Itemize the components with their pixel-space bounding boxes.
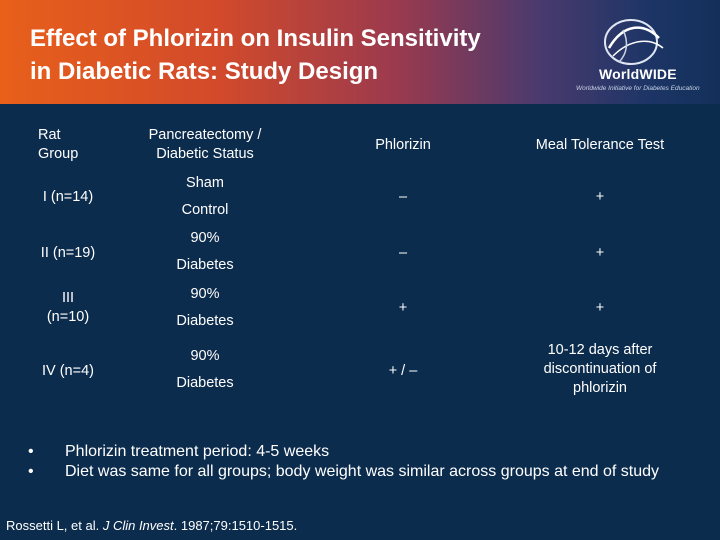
table-row-3-group: III (n=10)	[46, 290, 90, 325]
citation-details: . 1987;79:1510-1515.	[173, 518, 298, 533]
citation-journal: J Clin Invest	[102, 518, 174, 533]
table-row-4-status-bottom: Diabetes	[176, 375, 234, 391]
notes-list: • Phlorizin treatment period: 4-5 weeks …	[28, 442, 708, 482]
list-item: • Phlorizin treatment period: 4-5 weeks	[28, 442, 708, 462]
table-row-4-phlorizin: + / –	[388, 363, 418, 379]
bullet-marker: •	[28, 463, 34, 480]
table-row-1-meal: +	[595, 189, 605, 205]
slide-title: Effect of Phlorizin on Insulin Sensitivi…	[30, 22, 570, 88]
table-row-3-status-bottom: Diabetes	[176, 313, 234, 329]
logo-wordmark: WorldWIDE	[599, 66, 677, 82]
table-row-4-meal: 10-12 days after discontinuation of phlo…	[543, 342, 657, 396]
header-phlorizin: Phlorizin	[375, 137, 431, 153]
list-item: • Diet was same for all groups; body wei…	[28, 462, 708, 482]
table-row-2-status-top: 90%	[190, 230, 220, 246]
table-row-1-group: I (n=14)	[42, 189, 94, 205]
table-row-3-phlorizin: +	[398, 300, 408, 316]
slide-header: Effect of Phlorizin on Insulin Sensitivi…	[0, 0, 720, 104]
table-row-2-meal: +	[595, 245, 605, 261]
list-item-text: Diet was same for all groups; body weigh…	[65, 463, 660, 480]
globe-swirl-icon	[604, 19, 664, 65]
table-row-1-status-bottom: Control	[181, 202, 229, 218]
table-row-4-status-top: 90%	[190, 348, 220, 364]
header-meal-tolerance-test: Meal Tolerance Test	[535, 137, 665, 153]
list-item-text: Phlorizin treatment period: 4-5 weeks	[65, 443, 330, 460]
table-row-2-status-bottom: Diabetes	[176, 257, 234, 273]
table-row-4-group: IV (n=4)	[42, 363, 94, 379]
citation-authors: Rossetti L, et al.	[6, 518, 103, 533]
title-line-2: in Diabetic Rats: Study Design	[30, 58, 379, 85]
bullet-marker: •	[28, 443, 34, 460]
title-line-1: Effect of Phlorizin on Insulin Sensitivi…	[30, 25, 481, 52]
header-rat-group: Rat Group	[38, 127, 79, 162]
table-row-1-phlorizin: –	[398, 189, 408, 205]
table-row-3-meal: +	[595, 300, 605, 316]
table-row-1-status-top: Sham	[186, 175, 224, 191]
study-design-table: Rat Group Pancreatectomy / Diabetic Stat…	[0, 104, 720, 404]
header-diabetic-status: Pancreatectomy / Diabetic Status	[148, 127, 262, 162]
worldwide-logo: WorldWIDE Worldwide Initiative for Diabe…	[573, 18, 718, 98]
logo-tagline: Worldwide Initiative for Diabetes Educat…	[576, 85, 700, 92]
table-row-2-phlorizin: –	[398, 245, 408, 261]
citation: Rossetti L, et al. J Clin Invest. 1987;7…	[6, 518, 297, 533]
table-row-3-status-top: 90%	[190, 286, 220, 302]
table-row-2-group: II (n=19)	[40, 245, 96, 261]
